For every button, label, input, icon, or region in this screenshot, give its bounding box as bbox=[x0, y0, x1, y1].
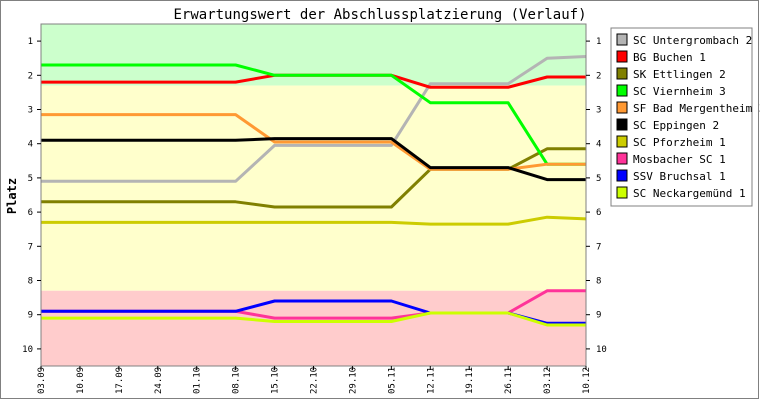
series-line-5 bbox=[41, 113, 586, 171]
x-tick-label: 05.11 bbox=[387, 367, 397, 394]
legend-label: SSV Bruchsal 1 bbox=[633, 170, 726, 183]
legend-label: SC Pforzheim 1 bbox=[633, 136, 726, 149]
x-tick-label: 03.12 bbox=[543, 367, 553, 394]
series-line-7 bbox=[41, 215, 587, 226]
legend-swatch bbox=[616, 101, 628, 114]
series-lines bbox=[41, 55, 587, 327]
y-tick-label-right: 1 bbox=[596, 37, 601, 47]
y-tick-label-left: 5 bbox=[28, 174, 33, 184]
legend-label: SC Eppingen 2 bbox=[633, 119, 719, 132]
chart-title: Erwartungswert der Abschlussplatzierung … bbox=[173, 7, 586, 23]
legend-swatch bbox=[616, 67, 628, 80]
x-tick-label: 10.12 bbox=[582, 367, 592, 394]
x-tick-label: 15.10 bbox=[271, 367, 281, 394]
y-ticks-right: 1 2 3 4 5 6 7 8 9 10 bbox=[586, 37, 607, 355]
y-tick-label-left: 3 bbox=[28, 106, 33, 116]
y-tick-label-left: 4 bbox=[28, 140, 33, 150]
legend-swatch bbox=[616, 135, 628, 148]
legend-swatch bbox=[616, 118, 628, 131]
legend-label: Mosbacher SC 1 bbox=[633, 153, 726, 166]
y-tick-label-left: 7 bbox=[28, 242, 33, 252]
legend: SC Untergrombach 2 BG Buchen 1 SK Ettlinge… bbox=[610, 27, 760, 207]
y-tick-label-left: 2 bbox=[28, 71, 33, 81]
y-tick-label-right: 4 bbox=[596, 140, 601, 150]
y-tick-label-right: 10 bbox=[596, 345, 607, 355]
series-line-1 bbox=[41, 55, 587, 183]
y-tick-label-left: 8 bbox=[28, 277, 33, 287]
x-tick-label: 24.09 bbox=[154, 367, 164, 394]
x-tick-label: 10.09 bbox=[76, 367, 86, 394]
x-tick-label: 01.10 bbox=[193, 367, 203, 394]
y-axis-label: Platz bbox=[5, 178, 19, 214]
legend-label: SC Neckargemünd 1 bbox=[633, 187, 746, 200]
y-tick-label-left: 10 bbox=[22, 345, 33, 355]
legend-swatch bbox=[616, 50, 628, 63]
x-tick-label: 12.11 bbox=[426, 367, 436, 394]
series-line-4 bbox=[41, 63, 586, 166]
y-tick-label-right: 8 bbox=[596, 277, 601, 287]
series-line-6 bbox=[41, 137, 586, 182]
y-tick-label-right: 6 bbox=[596, 208, 601, 218]
y-tick-label-right: 5 bbox=[596, 174, 601, 184]
legend-label: SK Ettlingen 2 bbox=[633, 68, 726, 81]
x-tick-label: 17.09 bbox=[115, 367, 125, 394]
legend-swatch bbox=[616, 33, 628, 46]
legend-label: SC Viernheim 3 bbox=[633, 85, 726, 98]
x-ticks: 03.09 10.09 17.09 24.09 01.10 08.10 15.10 22.10… bbox=[37, 366, 592, 394]
y-tick-label-right: 2 bbox=[596, 71, 601, 81]
y-tick-label-right: 3 bbox=[596, 106, 601, 116]
x-tick-label: 22.10 bbox=[310, 367, 320, 394]
zone-bands bbox=[41, 24, 586, 366]
legend-swatch bbox=[616, 186, 628, 199]
y-tick-label-left: 1 bbox=[28, 37, 33, 47]
y-tick-label-left: 6 bbox=[28, 208, 33, 218]
y-tick-label-right: 7 bbox=[596, 242, 601, 252]
y-tick-label-left: 9 bbox=[28, 311, 33, 321]
x-tick-label: 03.09 bbox=[37, 367, 47, 394]
legend-box bbox=[610, 27, 753, 207]
x-tick-label: 19.11 bbox=[465, 367, 475, 394]
legend-swatch bbox=[616, 169, 628, 182]
x-tick-label: 08.10 bbox=[232, 367, 242, 394]
zone-band-3 bbox=[41, 290, 586, 366]
legend-label: SF Bad Mergentheim 3 bbox=[633, 102, 760, 115]
legend-swatch bbox=[616, 84, 628, 97]
legend-swatch bbox=[616, 152, 628, 165]
y-ticks-left: 1 2 3 4 5 6 7 8 9 10 bbox=[22, 37, 41, 355]
x-tick-label: 26.11 bbox=[504, 367, 514, 394]
legend-label: SC Untergrombach 2 bbox=[633, 34, 752, 47]
y-tick-label-right: 9 bbox=[596, 311, 601, 321]
x-tick-label: 29.10 bbox=[348, 367, 358, 394]
series-line-10 bbox=[41, 311, 586, 327]
legend-label: BG Buchen 1 bbox=[633, 51, 706, 64]
zone-band-2 bbox=[41, 85, 586, 291]
